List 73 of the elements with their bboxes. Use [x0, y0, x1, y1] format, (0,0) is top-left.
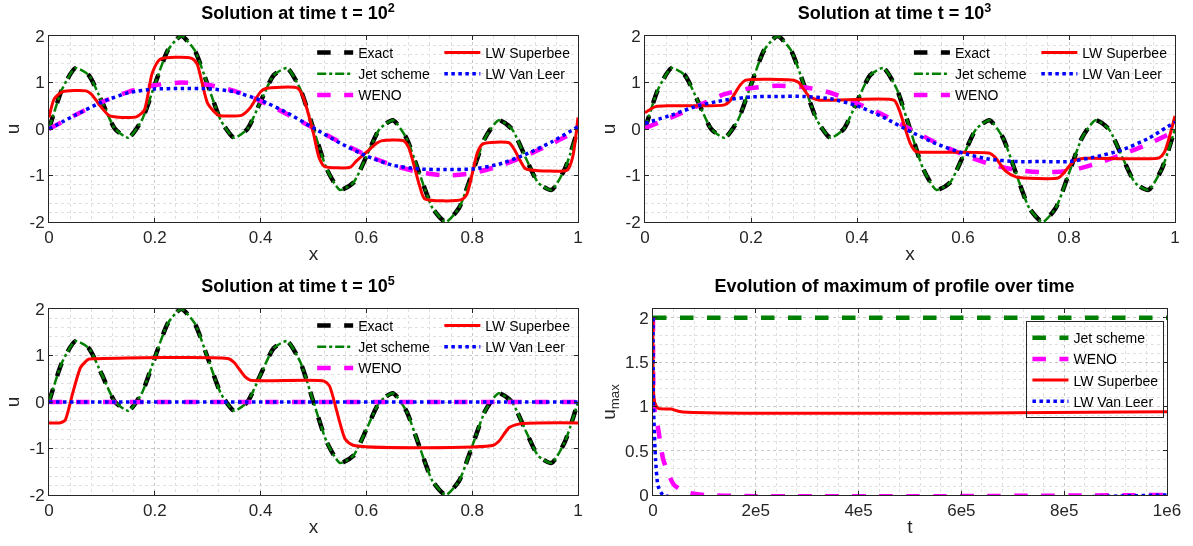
x-axis-title: t: [907, 516, 914, 538]
y-tick-label: 0.5: [624, 441, 649, 461]
legend-label: LW Superbee: [485, 44, 571, 61]
x-tick-label: 6e5: [947, 501, 976, 521]
x-tick-label: 0.2: [142, 501, 167, 521]
x-tick-label: 0.8: [460, 501, 485, 521]
legend-label: Exact: [358, 44, 394, 61]
y-tick-label: 1: [639, 397, 649, 417]
x-tick-label: 0.2: [142, 228, 167, 248]
x-axis-title: x: [905, 243, 916, 265]
legend-label: WENO: [358, 87, 402, 104]
y-tick-label: -2: [29, 212, 45, 232]
legend-label: LW Superbee: [1082, 44, 1168, 61]
y-tick-label: 1.5: [624, 353, 649, 373]
x-tick-label: 1: [1170, 228, 1180, 248]
x-tick-label: 0.6: [354, 501, 379, 521]
chart-title: Solution at time t = 10$^{2}$: [201, 0, 395, 24]
legend-label: Jet scheme: [358, 339, 430, 356]
legend-label: Exact: [358, 317, 394, 334]
legend-label: LW Van Leer: [1073, 393, 1154, 410]
x-tick-label: 0.2: [739, 228, 763, 248]
x-tick-label: 0.6: [354, 228, 379, 248]
y-tick-label: 1: [631, 73, 641, 93]
y-axis-title: u: [2, 396, 24, 408]
legend-label: Jet scheme: [358, 66, 430, 83]
y-tick-label: 1: [35, 346, 45, 366]
x-tick-label: 0.4: [248, 501, 273, 521]
x-tick-label: 1e6: [1152, 501, 1182, 521]
y-axis-title: u: [2, 123, 24, 135]
legend-label: LW Van Leer: [485, 66, 566, 83]
x-tick-label: 0.4: [845, 228, 869, 248]
y-tick-label: -2: [29, 485, 45, 505]
legend-label: LW Van Leer: [485, 339, 566, 356]
chart-title: Evolution of maximum of profile over time: [714, 276, 1075, 297]
line-series: [49, 309, 578, 495]
chart-title: Solution at time t = 10$^{3}$: [797, 0, 992, 24]
x-tick-label: 0.8: [460, 228, 485, 248]
y-axis-title: u: [598, 123, 620, 135]
legend-label: WENO: [1073, 351, 1118, 368]
y-tick-label: 2: [35, 26, 45, 46]
x-tick-label: 1: [573, 501, 583, 521]
x-tick-label: 1: [573, 228, 583, 248]
line-series: [49, 36, 578, 222]
y-tick-label: -2: [625, 212, 641, 232]
line-series: [645, 36, 1175, 222]
x-tick-label: 2e5: [741, 501, 770, 521]
y-tick-label: 0: [35, 392, 45, 412]
y-tick-label: 2: [631, 26, 641, 46]
y-tick-label: -1: [625, 166, 641, 186]
y-tick-label: -1: [29, 439, 45, 459]
legend-label: WENO: [954, 87, 999, 104]
x-tick-label: 4e5: [844, 501, 873, 521]
y-tick-label: 1: [35, 73, 45, 93]
y-tick-label: 0: [639, 485, 649, 505]
y-tick-label: -1: [29, 166, 45, 186]
legend-label: LW Superbee: [1073, 372, 1159, 389]
legend-label: LW Van Leer: [1082, 66, 1163, 83]
x-tick-label: 0.4: [248, 228, 273, 248]
y-tick-label: 2: [35, 299, 45, 319]
x-tick-label: 8e5: [1050, 501, 1079, 521]
legend-label: WENO: [358, 360, 402, 377]
x-tick-label: 0.8: [1057, 228, 1081, 248]
x-axis-title: x: [308, 243, 319, 265]
legend-label: Exact: [954, 44, 991, 61]
x-axis-title: x: [308, 516, 319, 538]
chart-title: Solution at time t = 10$^{5}$: [201, 273, 395, 297]
y-tick-label: 2: [639, 308, 649, 328]
legend-label: Jet scheme: [954, 66, 1027, 83]
y-tick-label: 0: [35, 119, 45, 139]
y-tick-label: 0: [631, 119, 641, 139]
legend-label: Jet scheme: [1073, 330, 1146, 347]
legend-label: LW Superbee: [485, 317, 571, 334]
x-tick-label: 0.6: [951, 228, 975, 248]
